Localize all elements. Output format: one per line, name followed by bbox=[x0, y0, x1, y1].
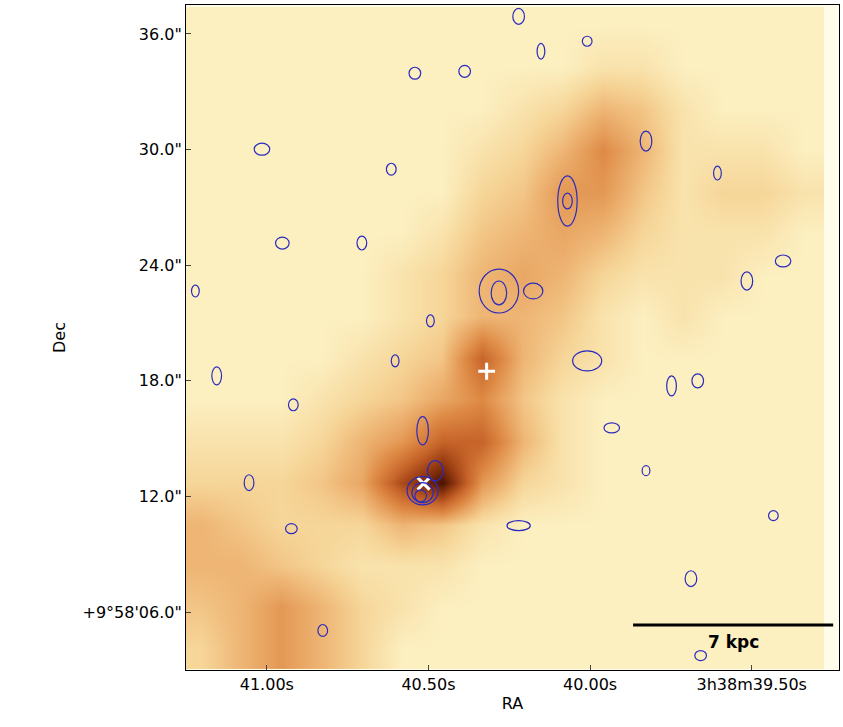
svg-text:24.0": 24.0" bbox=[139, 256, 182, 275]
svg-text:3h38m39.50s: 3h38m39.50s bbox=[697, 675, 807, 694]
svg-text:40.50s: 40.50s bbox=[401, 675, 455, 694]
svg-text:12.0": 12.0" bbox=[139, 487, 182, 506]
svg-text:36.0": 36.0" bbox=[139, 25, 182, 44]
svg-text:18.0": 18.0" bbox=[139, 371, 182, 390]
svg-text:RA: RA bbox=[502, 694, 523, 713]
svg-text:30.0": 30.0" bbox=[139, 140, 182, 159]
svg-text:+9°58'06.0": +9°58'06.0" bbox=[82, 603, 181, 622]
svg-text:7 kpc: 7 kpc bbox=[708, 632, 759, 652]
svg-text:40.00s: 40.00s bbox=[563, 675, 617, 694]
svg-text:41.00s: 41.00s bbox=[240, 675, 294, 694]
svg-text:Dec: Dec bbox=[50, 322, 69, 353]
